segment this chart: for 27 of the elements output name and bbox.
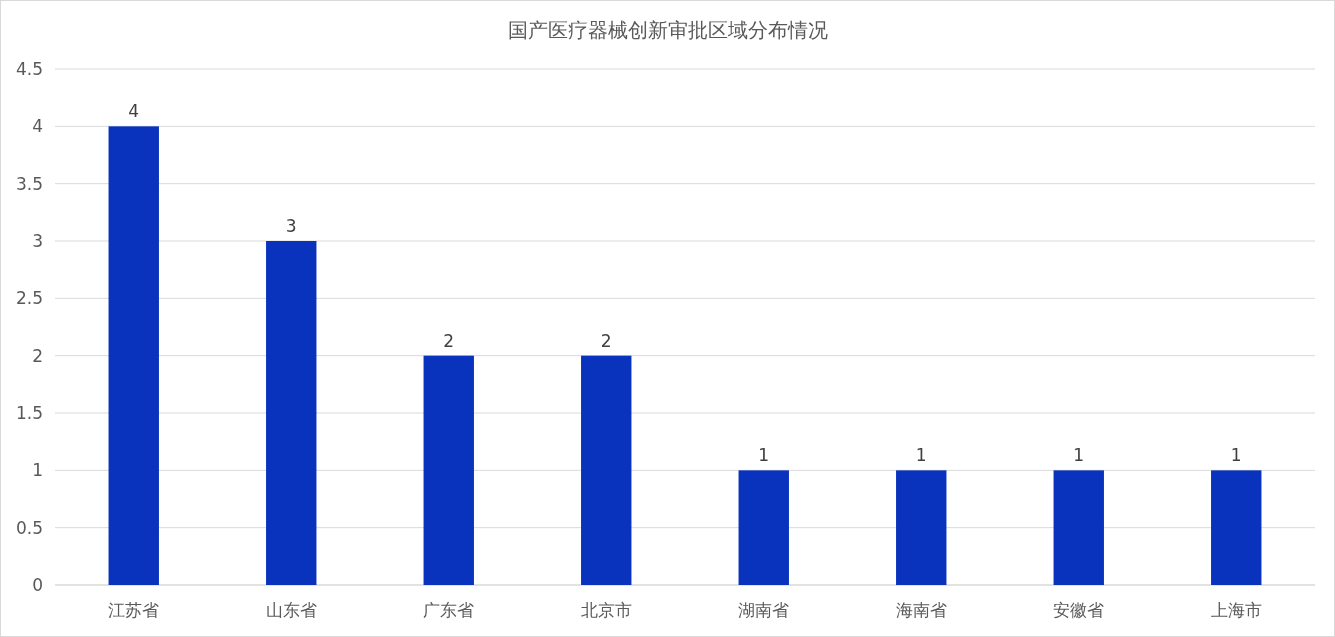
ytick: 0.5 xyxy=(15,517,43,538)
ytick: 1.5 xyxy=(15,403,43,423)
ytick: 2 xyxy=(32,345,43,366)
ytick: 2.5 xyxy=(15,288,43,309)
data-label: 4 xyxy=(128,101,140,122)
data-label: 1 xyxy=(915,445,927,466)
data-label: 2 xyxy=(600,330,612,351)
data-label: 1 xyxy=(758,445,770,466)
ytick: 1 xyxy=(32,460,43,481)
data-label: 2 xyxy=(443,330,455,351)
data-label: 3 xyxy=(285,216,297,236)
xtick: 江苏省 xyxy=(108,600,160,620)
xtick: 山东省 xyxy=(265,600,317,620)
ytick: 3 xyxy=(32,231,43,251)
ytick: 0 xyxy=(32,575,43,595)
ytick: 4 xyxy=(32,116,43,137)
xtick: 广东省 xyxy=(423,600,475,620)
data-label: 1 xyxy=(1230,445,1242,466)
title: 国产医疗器械创新审批区域分布情况 xyxy=(507,18,828,42)
xtick: 北京市 xyxy=(580,600,632,620)
xtick: 上海市 xyxy=(1210,600,1262,620)
ytick: 4.5 xyxy=(15,59,43,79)
ytick: 3.5 xyxy=(15,173,43,194)
xtick: 海南省 xyxy=(895,600,947,620)
data-label: 1 xyxy=(1073,445,1085,466)
xtick: 安徽省 xyxy=(1053,600,1105,620)
xtick: 湖南省 xyxy=(738,600,790,620)
